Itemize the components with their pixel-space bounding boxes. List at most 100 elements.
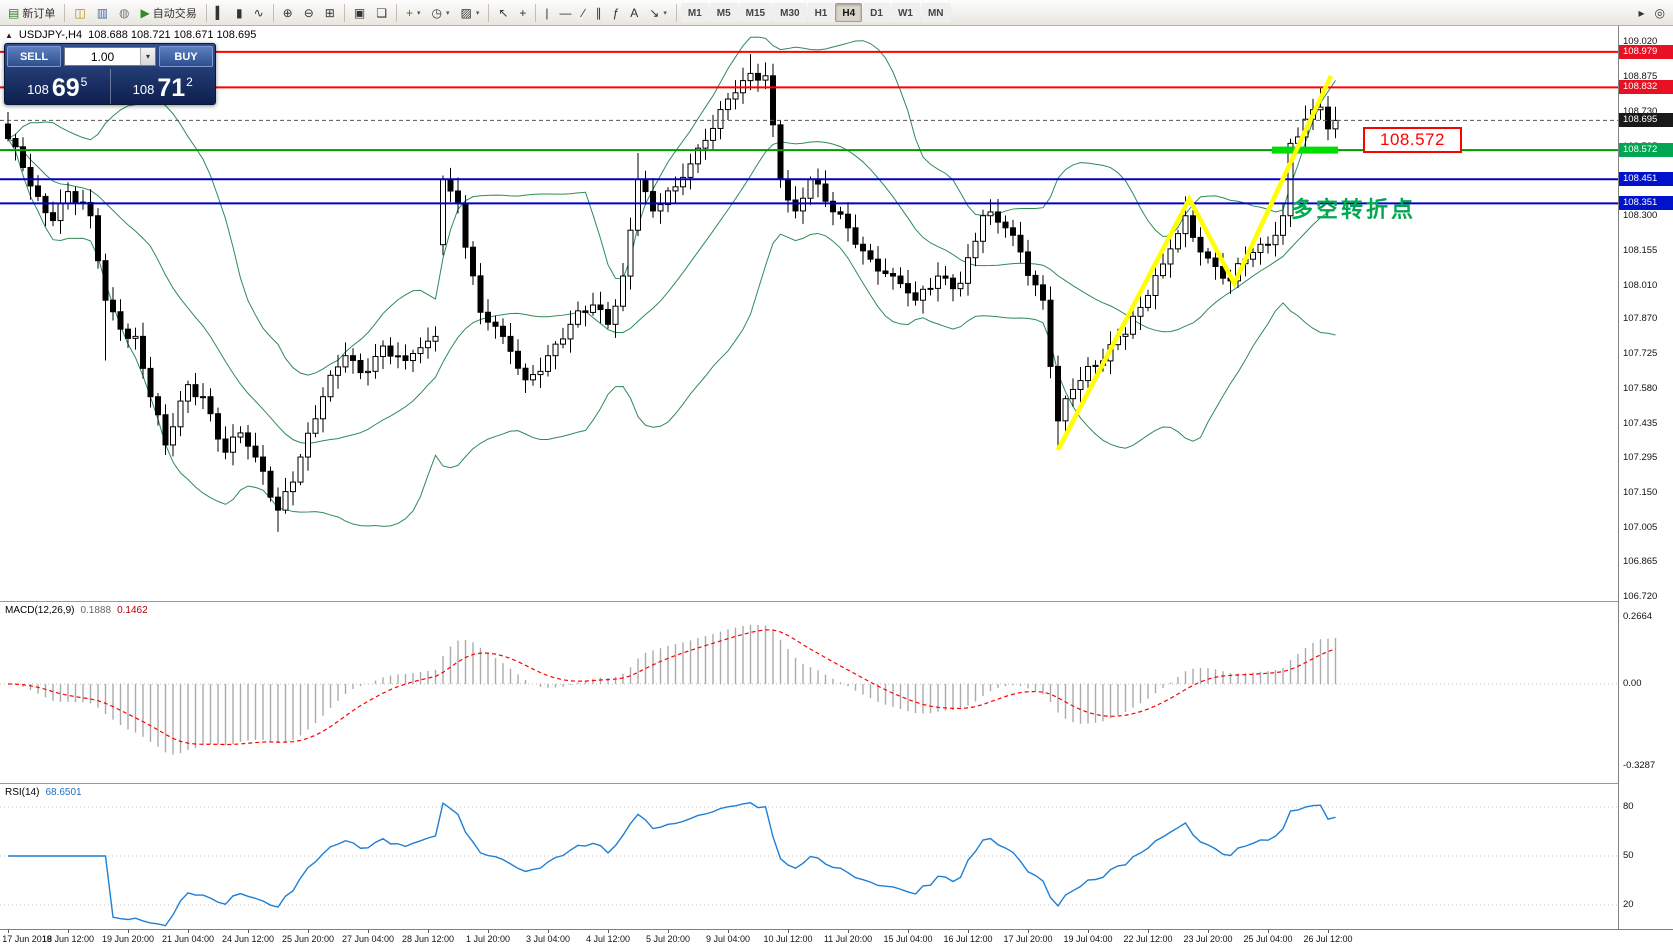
one-click-collapse-icon[interactable]: ▲ bbox=[5, 30, 13, 40]
arrange-windows-icon[interactable]: ▣ bbox=[349, 2, 370, 23]
navigator-icon[interactable]: ◍ bbox=[114, 2, 134, 23]
indicators-menu-dropdown-icon[interactable]: ▾ bbox=[416, 9, 421, 17]
cascade-windows-icon[interactable]: ❏ bbox=[371, 2, 392, 23]
tile-windows-icon[interactable]: ⊞ bbox=[320, 2, 340, 23]
rsi-line bbox=[8, 801, 1336, 927]
panel-separator-macd[interactable] bbox=[0, 601, 1673, 602]
zoom-out-icon-icon: ⊖ bbox=[303, 5, 314, 20]
time-axis-tick bbox=[608, 930, 609, 933]
time-axis-label: 5 Jul 20:00 bbox=[645, 934, 691, 944]
turning-point-annotation[interactable]: 多空转折点 bbox=[1291, 197, 1417, 222]
time-axis-label: 19 Jun 20:00 bbox=[101, 934, 155, 944]
bar-chart-icon[interactable]: ▍ bbox=[211, 2, 230, 23]
bar-chart-icon-icon: ▍ bbox=[215, 5, 225, 20]
trend-zigzag-line[interactable] bbox=[1056, 74, 1334, 451]
timeframe-m5[interactable]: M5 bbox=[709, 3, 738, 22]
rsi-panel-canvas[interactable] bbox=[0, 784, 1618, 928]
toolbar-separator bbox=[64, 3, 66, 22]
fibonacci-tool[interactable]: ƒ bbox=[608, 2, 625, 23]
price-axis-label: 106.720 bbox=[1623, 590, 1658, 602]
candlestick-chart-icon[interactable]: ▮ bbox=[231, 2, 248, 23]
bollinger-middle-band bbox=[7, 138, 1336, 445]
rsi-axis-label: 50 bbox=[1623, 850, 1634, 861]
time-axis-tick bbox=[728, 930, 729, 933]
chart-forward-icon[interactable]: ▸ bbox=[1633, 2, 1649, 23]
horizontal-line-icon: — bbox=[559, 5, 572, 20]
indicators-icon: + bbox=[405, 5, 413, 20]
toolbar-separator bbox=[488, 3, 490, 22]
toolbar: ▤ 新订单 ◫ ▥ ◍ ▶ 自动交易 ▍ ▮ ∿ ⊕ ⊖ ⊞ ▣ ❏ + ▾ ◷ ▾ ▨ ▾ ↖ + | — ∕ ∥ ƒ A ↘ ▾ M1 M5… bbox=[0, 0, 1673, 26]
rsi-label: RSI(14) 68.6501 bbox=[5, 787, 82, 798]
time-axis-label: 4 Jul 12:00 bbox=[585, 934, 631, 944]
timeframe-d1[interactable]: D1 bbox=[863, 3, 890, 22]
rsi-axis-label: 80 bbox=[1623, 801, 1634, 812]
volume-input[interactable] bbox=[65, 48, 140, 65]
time-axis-label: 26 Jul 12:00 bbox=[1303, 934, 1353, 944]
cursor-tool[interactable]: ↖ bbox=[493, 2, 513, 23]
macd-name: MACD(12,26,9) bbox=[5, 605, 75, 616]
new-order-button[interactable]: ▤ 新订单 bbox=[3, 2, 60, 23]
macd-main-value: 0.1888 bbox=[80, 605, 112, 616]
line-chart-icon-icon: ∿ bbox=[253, 5, 264, 20]
search-icon[interactable]: ◎ bbox=[1650, 2, 1670, 23]
time-axis-tick bbox=[248, 930, 249, 933]
price-axis[interactable]: 108.979 108.832 108.695 108.572 108.451 108.3… bbox=[1618, 26, 1673, 929]
trendline-tool[interactable]: ∕ bbox=[578, 2, 590, 23]
support-highlight-segment[interactable] bbox=[1272, 146, 1338, 154]
templates-menu-dropdown-icon[interactable]: ▾ bbox=[475, 9, 480, 17]
toolbar-separator bbox=[535, 3, 537, 22]
chart-window: 108.979 108.832 108.695 108.572 108.451 108.3… bbox=[0, 26, 1673, 946]
line-chart-icon[interactable]: ∿ bbox=[249, 2, 269, 23]
timeframe-m1[interactable]: M1 bbox=[680, 3, 709, 22]
periods-menu[interactable]: ◷ ▾ bbox=[426, 2, 454, 23]
zoom-in-icon[interactable]: ⊕ bbox=[278, 2, 298, 23]
cascade-windows-icon-icon: ❏ bbox=[376, 5, 387, 20]
ohlc-values: 108.688 108.721 108.671 108.695 bbox=[88, 29, 257, 41]
arrows-tool-dropdown-icon[interactable]: ▾ bbox=[663, 9, 667, 17]
main-chart-canvas[interactable] bbox=[0, 26, 1618, 601]
macd-panel-canvas[interactable] bbox=[0, 602, 1618, 783]
trendline-icon: ∕ bbox=[582, 5, 585, 20]
timeframe-m30[interactable]: M30 bbox=[773, 3, 807, 22]
timeframe-mn[interactable]: MN bbox=[920, 3, 951, 22]
periods-icon: ◷ bbox=[431, 5, 442, 20]
timeframe-m15[interactable]: M15 bbox=[738, 3, 773, 22]
sell-button[interactable]: SELL bbox=[7, 46, 61, 67]
time-axis-tick bbox=[848, 930, 849, 933]
timeframe-w1[interactable]: W1 bbox=[890, 3, 920, 22]
text-tool[interactable]: A bbox=[625, 2, 643, 23]
time-axis-tick bbox=[548, 930, 549, 933]
periods-menu-dropdown-icon[interactable]: ▾ bbox=[445, 9, 450, 17]
time-axis-label: 19 Jul 04:00 bbox=[1063, 934, 1113, 944]
crosshair-tool[interactable]: + bbox=[514, 2, 531, 23]
timeframe-h1[interactable]: H1 bbox=[807, 3, 835, 22]
volume-dropdown-icon[interactable]: ▾ bbox=[140, 48, 155, 65]
price-axis-label: 108.730 bbox=[1623, 105, 1658, 117]
horizontal-line-tool[interactable]: — bbox=[555, 2, 577, 23]
autotrading-button[interactable]: ▶ 自动交易 bbox=[136, 2, 202, 23]
toolbar-separator bbox=[205, 3, 207, 22]
buy-button[interactable]: BUY bbox=[159, 46, 213, 67]
price-axis-label: 107.580 bbox=[1623, 383, 1658, 395]
panel-separator-rsi[interactable] bbox=[0, 783, 1673, 784]
data-window-icon[interactable]: ▥ bbox=[92, 2, 113, 23]
time-axis-label: 18 Jun 12:00 bbox=[41, 934, 95, 944]
price-axis-label: 107.435 bbox=[1623, 418, 1658, 430]
vertical-line-tool[interactable]: | bbox=[540, 2, 553, 23]
indicators-menu[interactable]: + ▾ bbox=[401, 2, 426, 23]
time-axis-label: 17 Jul 20:00 bbox=[1003, 934, 1053, 944]
arrows-tool[interactable]: ↘ ▾ bbox=[644, 2, 672, 23]
timeframe-h4[interactable]: H4 bbox=[835, 3, 863, 22]
price-axis-label: 107.150 bbox=[1623, 487, 1658, 499]
time-axis-label: 28 Jun 12:00 bbox=[401, 934, 455, 944]
channel-tool[interactable]: ∥ bbox=[591, 2, 607, 23]
zoom-in-icon-icon: ⊕ bbox=[282, 5, 293, 20]
time-axis[interactable]: 17 Jun 2019 18 Jun 12:00 19 Jun 20:00 21 Ju… bbox=[0, 929, 1673, 946]
price-axis-label: 106.865 bbox=[1623, 556, 1658, 567]
price-note-box[interactable]: 108.572 bbox=[1363, 127, 1462, 153]
market-watch-icon[interactable]: ◫ bbox=[69, 2, 90, 23]
templates-menu[interactable]: ▨ ▾ bbox=[455, 2, 484, 23]
time-axis-label: 15 Jul 04:00 bbox=[883, 934, 933, 944]
zoom-out-icon[interactable]: ⊖ bbox=[299, 2, 319, 23]
text-icon: A bbox=[630, 5, 639, 20]
